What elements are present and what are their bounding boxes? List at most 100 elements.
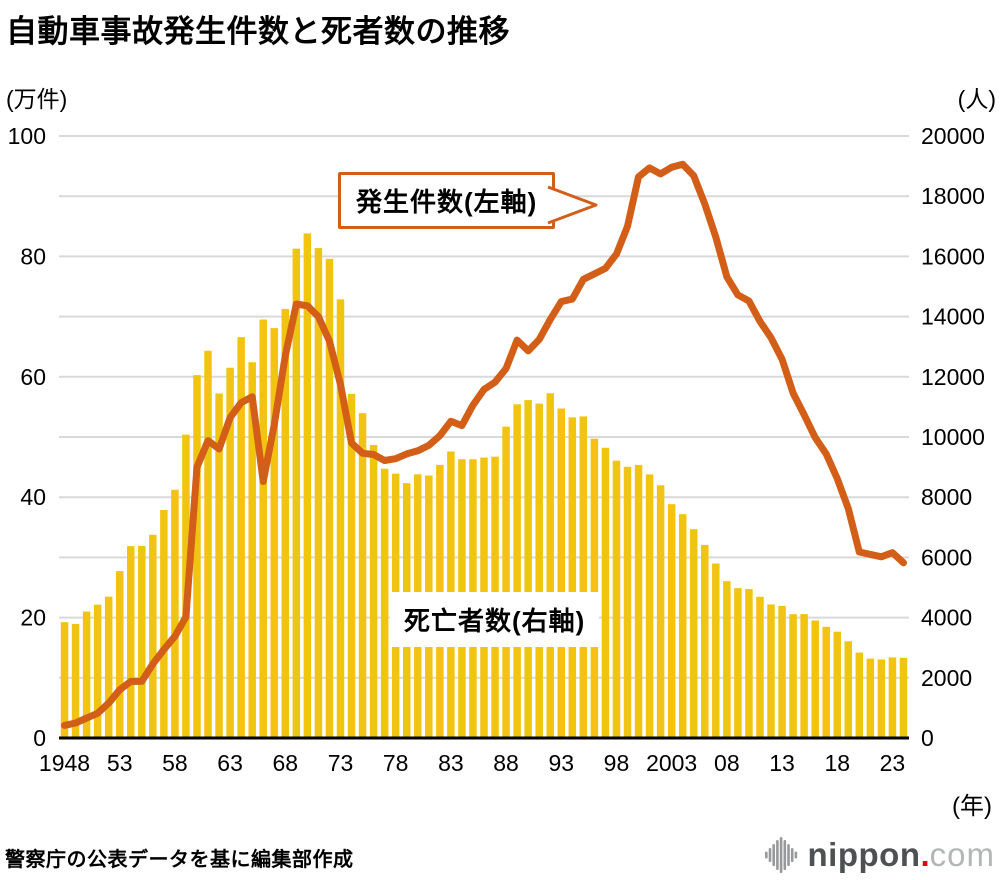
page-title: 自動車事故発生件数と死者数の推移	[6, 14, 510, 49]
fatalities-bar	[171, 489, 179, 738]
fatalities-bar	[811, 620, 819, 738]
fatalities-bar	[248, 362, 256, 738]
x-axis-tick-label: 08	[714, 750, 740, 776]
right-axis-tick-label: 12000	[921, 364, 985, 390]
right-axis-tick-label: 0	[921, 725, 934, 751]
fatalities-bar	[502, 426, 510, 738]
x-axis-tick-label: 58	[162, 750, 188, 776]
fatalities-bar	[590, 438, 599, 738]
fatalities-bar	[292, 248, 301, 738]
fatalities-bar	[723, 581, 731, 738]
fatalities-bar	[270, 328, 279, 738]
fatalities-bar	[82, 611, 91, 738]
fatalities-bar	[535, 403, 543, 738]
fatalities-bar	[634, 464, 643, 738]
fatalities-bar	[601, 447, 610, 738]
x-axis-tick-label: 98	[604, 750, 630, 776]
fatalities-bar-callout: 死亡者数(右軸)	[390, 592, 600, 647]
logo-tld: com	[929, 836, 995, 873]
right-axis-tick-label: 6000	[921, 544, 972, 570]
fatalities-bar	[667, 504, 676, 738]
fatalities-bar	[557, 408, 566, 738]
fatalities-bar	[115, 571, 124, 738]
fatalities-bar	[701, 544, 709, 738]
fatalities-bar	[745, 589, 753, 738]
x-axis-tick-label: 13	[769, 750, 795, 776]
x-axis-tick-label: 1948	[39, 750, 90, 776]
left-axis-tick-label: 20	[20, 605, 46, 631]
fatalities-bar	[104, 596, 113, 738]
fatalities-bar	[800, 614, 808, 738]
x-axis-tick-label: 63	[217, 750, 243, 776]
fatalities-bar	[866, 658, 875, 738]
fatalities-bar	[899, 657, 908, 738]
right-axis-tick-label: 16000	[921, 243, 985, 269]
fatalities-bar	[237, 337, 245, 738]
right-axis-tick-label: 18000	[921, 183, 985, 209]
fatalities-bar	[689, 529, 698, 738]
fatalities-bar	[215, 393, 223, 738]
fatalities-bar	[789, 614, 797, 738]
logo-brand: nippon	[807, 836, 921, 873]
x-axis-tick-label: 78	[383, 750, 409, 776]
fatalities-bar	[877, 659, 886, 738]
right-axis-tick-label: 2000	[921, 665, 972, 691]
fatalities-bar	[226, 367, 234, 738]
logo-dot: .	[920, 836, 930, 873]
fatalities-bar	[612, 460, 621, 738]
accidents-line-label: 発生件数(左軸)	[356, 187, 538, 217]
logo-mark-icon	[764, 837, 797, 873]
x-axis-tick-label: 2003	[646, 750, 697, 776]
fatalities-bar	[358, 413, 367, 738]
right-axis-tick-label: 8000	[921, 484, 972, 510]
fatalities-bar	[138, 545, 146, 738]
fatalities-bar	[734, 588, 742, 738]
fatalities-bar	[336, 299, 345, 738]
nippon-logo: nippon.com	[764, 835, 995, 875]
fatalities-bar	[546, 393, 554, 738]
fatalities-bar	[281, 308, 290, 738]
fatalities-bar	[325, 258, 334, 738]
right-axis-tick-label: 10000	[921, 424, 985, 450]
fatalities-bar	[888, 657, 897, 738]
fatalities-bar	[579, 416, 588, 738]
fatalities-bar	[127, 546, 135, 738]
x-axis-unit: (年)	[952, 793, 992, 820]
left-axis-tick-label: 40	[20, 484, 46, 510]
fatalities-bar	[645, 474, 654, 738]
fatalities-bar	[380, 468, 389, 738]
fatalities-bar	[678, 514, 687, 738]
left-axis-tick-label: 80	[20, 243, 46, 269]
fatalities-bar	[656, 485, 665, 738]
fatalities-bar	[855, 652, 864, 738]
fatalities-bar	[193, 375, 201, 738]
fatalities-bar-label: 死亡者数(右軸)	[404, 606, 586, 636]
accidents-line	[61, 160, 907, 729]
x-axis-tick-label: 83	[438, 750, 464, 776]
fatalities-bar	[149, 534, 157, 738]
right-axis-unit: (人)	[957, 86, 996, 112]
fatalities-bar	[524, 400, 532, 738]
fatalities-bar	[160, 509, 168, 738]
fatalities-bar	[844, 641, 853, 738]
x-axis-tick-label: 23	[880, 750, 906, 776]
fatalities-bar	[369, 445, 378, 738]
fatalities-bar	[93, 604, 102, 738]
fatalities-bar	[623, 466, 632, 738]
accidents-line-callout: 発生件数(左軸)	[338, 172, 598, 229]
fatalities-bar	[712, 563, 720, 738]
fatalities-bar	[778, 605, 786, 738]
fatalities-bar	[60, 622, 69, 738]
fatalities-bar	[822, 626, 830, 738]
left-axis-tick-label: 0	[33, 725, 46, 751]
x-axis-tick-label: 88	[493, 750, 519, 776]
fatalities-bar	[513, 404, 521, 738]
x-axis-tick-label: 53	[107, 750, 133, 776]
callout-tail-icon	[547, 185, 598, 225]
right-axis-tick-label: 4000	[921, 605, 972, 631]
left-axis-tick-label: 100	[8, 123, 46, 149]
right-axis-tick-label: 14000	[921, 304, 985, 330]
fatalities-bar	[756, 596, 764, 738]
left-axis-tick-label: 60	[20, 364, 46, 390]
